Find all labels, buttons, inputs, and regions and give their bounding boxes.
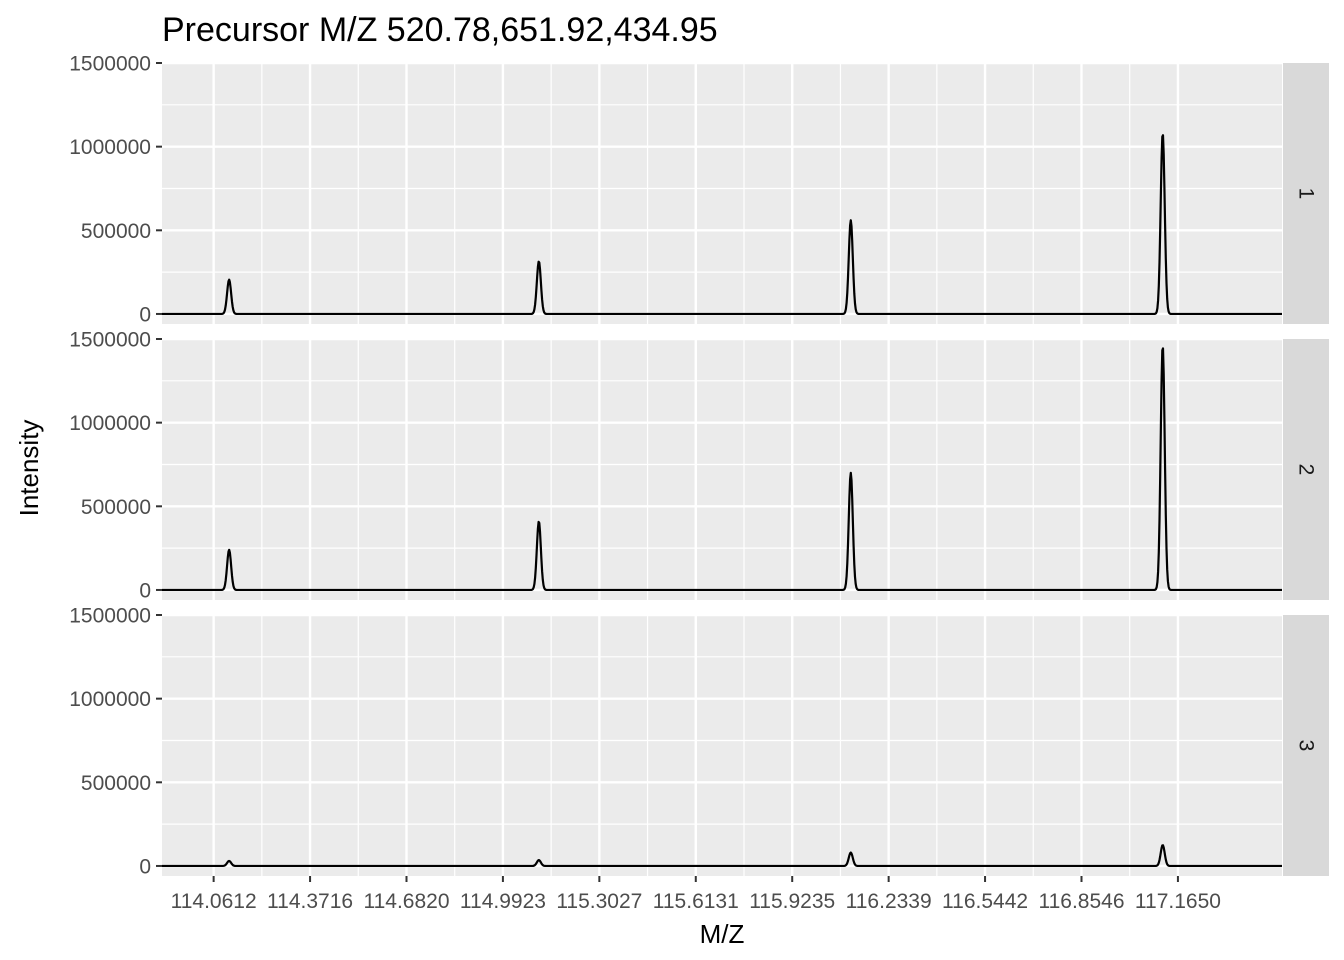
panel-background — [162, 615, 1282, 876]
spectrum-line — [161, 134, 1283, 316]
panel-background — [162, 63, 1282, 324]
facet-strip — [1283, 339, 1329, 600]
x-tick-label: 115.3027 — [556, 890, 642, 913]
y-tick-label: 0 — [139, 855, 151, 878]
y-tick-label: 1500000 — [69, 53, 151, 76]
facet-strip-label: 2 — [1295, 464, 1318, 476]
x-tick-label: 117.1650 — [1135, 890, 1221, 913]
facet-panels: 0 500000 1000000 1500000 1 0 500000 1000000 1500… — [69, 53, 1329, 878]
x-axis-title: M/Z — [700, 919, 745, 949]
x-tick-label: 115.6131 — [653, 890, 739, 913]
x-tick-label: 116.2339 — [846, 890, 932, 913]
y-tick-label: 1000000 — [69, 412, 151, 435]
spectrum-line — [161, 347, 1283, 592]
y-tick-label: 1500000 — [69, 605, 151, 628]
y-tick-label: 0 — [139, 579, 151, 602]
x-tick-label: 114.6820 — [363, 890, 449, 913]
panel-background — [162, 339, 1282, 600]
y-tick-label: 1000000 — [69, 688, 151, 711]
facet-strip — [1283, 615, 1329, 876]
x-tick-label: 116.8546 — [1038, 890, 1124, 913]
facet-panel-1: 0 500000 1000000 1500000 1 — [69, 53, 1329, 326]
y-tick-label: 1500000 — [69, 329, 151, 352]
x-tick-label: 116.5442 — [942, 890, 1028, 913]
y-tick-label: 1000000 — [69, 136, 151, 159]
x-tick-label: 114.3716 — [267, 890, 353, 913]
x-tick-label: 114.9923 — [460, 890, 546, 913]
chart-title: Precursor M/Z 520.78,651.92,434.95 — [162, 11, 718, 49]
facet-strip-label: 3 — [1295, 740, 1318, 752]
spectrum-line — [161, 844, 1283, 868]
facet-strip — [1283, 63, 1329, 324]
y-tick-label: 500000 — [81, 772, 151, 795]
y-tick-label: 500000 — [81, 496, 151, 519]
x-tick-label: 114.0612 — [171, 890, 257, 913]
y-tick-label: 0 — [139, 303, 151, 326]
x-tick-label: 115.9235 — [749, 890, 835, 913]
facet-panel-3: 0 500000 1000000 1500000 3 — [69, 605, 1329, 878]
facet-panel-2: 0 500000 1000000 1500000 2 — [69, 329, 1329, 602]
facet-strip-label: 1 — [1295, 188, 1318, 200]
x-axis: 114.0612 114.3716 114.6820 114.9923 115.3027… — [171, 876, 1221, 913]
y-axis-title: Intensity — [14, 420, 44, 517]
y-tick-label: 500000 — [81, 220, 151, 243]
